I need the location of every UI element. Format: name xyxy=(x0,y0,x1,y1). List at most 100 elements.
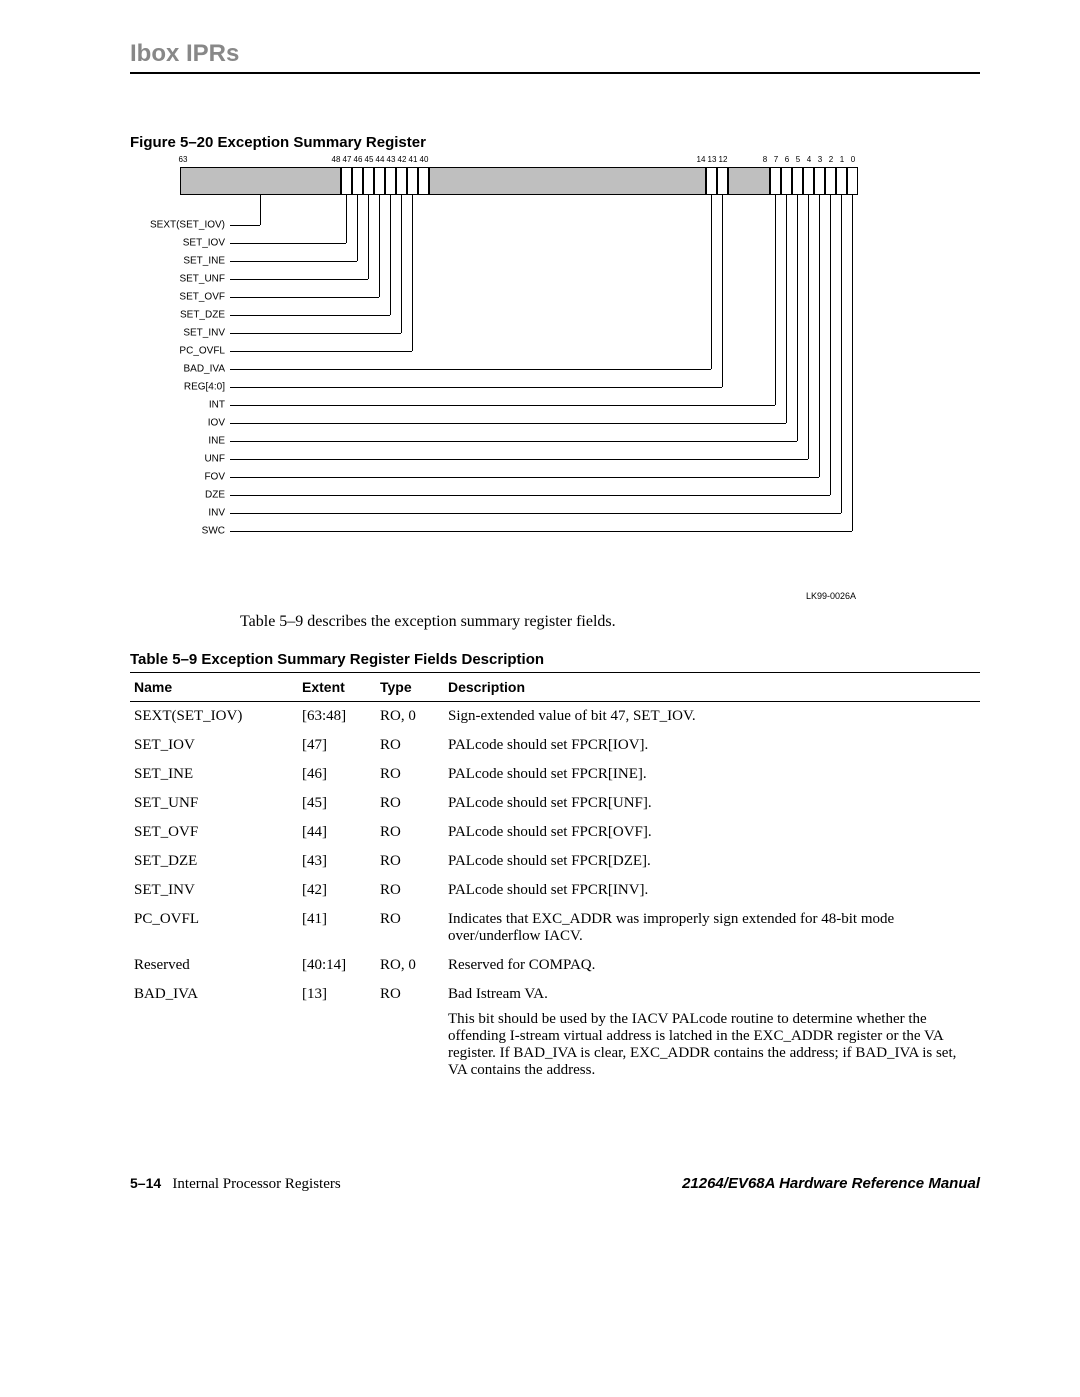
bit-number: 1 xyxy=(840,155,844,164)
field-label: DZE xyxy=(135,490,225,501)
table-row: SET_INE[46]ROPALcode should set FPCR[INE… xyxy=(130,760,980,789)
bit-box xyxy=(418,167,429,195)
cell-type: RO, 0 xyxy=(376,951,444,980)
bit-number: 5 xyxy=(796,155,800,164)
bit-number: 2 xyxy=(829,155,833,164)
cell-desc: PALcode should set FPCR[DZE]. xyxy=(444,847,980,876)
cell-desc: Bad Istream VA.This bit should be used b… xyxy=(444,980,980,1085)
bit-box xyxy=(781,167,792,195)
field-label: INV xyxy=(135,508,225,519)
th-desc: Description xyxy=(444,673,980,702)
connector-line xyxy=(230,513,841,514)
field-label: REG[4:0] xyxy=(135,382,225,393)
connector-line xyxy=(230,225,260,226)
cell-type: RO xyxy=(376,731,444,760)
bit-box xyxy=(728,167,770,195)
bit-number: 41 xyxy=(409,155,418,164)
table-row: PC_OVFL[41]ROIndicates that EXC_ADDR was… xyxy=(130,905,980,951)
bit-number: 0 xyxy=(851,155,855,164)
connector-line xyxy=(819,195,820,477)
cell-name: SET_DZE xyxy=(130,847,298,876)
field-label: BAD_IVA xyxy=(135,364,225,375)
connector-line xyxy=(230,261,357,262)
bit-box xyxy=(352,167,363,195)
connector-line xyxy=(357,195,358,261)
bit-number: 6 xyxy=(785,155,789,164)
cell-name: SET_INV xyxy=(130,876,298,905)
cell-extent: [40:14] xyxy=(298,951,376,980)
connector-line xyxy=(230,423,786,424)
table-row: BAD_IVA[13]ROBad Istream VA.This bit sho… xyxy=(130,980,980,1085)
bit-number: 48 xyxy=(332,155,341,164)
connector-line xyxy=(230,459,808,460)
cell-type: RO xyxy=(376,789,444,818)
bit-number: 4 xyxy=(807,155,811,164)
bit-number: 45 xyxy=(365,155,374,164)
cell-desc: Reserved for COMPAQ. xyxy=(444,951,980,980)
field-label: INT xyxy=(135,400,225,411)
cell-name: SET_UNF xyxy=(130,789,298,818)
connector-line xyxy=(775,195,776,405)
connector-line xyxy=(786,195,787,423)
bit-box xyxy=(341,167,352,195)
table-title: Table 5–9 Exception Summary Register Fie… xyxy=(130,651,980,668)
cell-desc: Sign-extended value of bit 47, SET_IOV. xyxy=(444,702,980,732)
figure-ref: LK99-0026A xyxy=(806,591,856,601)
cell-desc: PALcode should set FPCR[UNF]. xyxy=(444,789,980,818)
footer-right-text: 21264/EV68A Hardware Reference Manual xyxy=(682,1175,980,1193)
cell-extent: [44] xyxy=(298,818,376,847)
field-label: SET_OVF xyxy=(135,292,225,303)
cell-name: Reserved xyxy=(130,951,298,980)
table-row: SEXT(SET_IOV)[63:48]RO, 0Sign-extended v… xyxy=(130,702,980,732)
connector-line xyxy=(830,195,831,495)
cell-name: BAD_IVA xyxy=(130,980,298,1085)
bit-box xyxy=(180,167,341,195)
connector-line xyxy=(379,195,380,297)
field-label: INE xyxy=(135,436,225,447)
bit-box xyxy=(836,167,847,195)
bit-box xyxy=(792,167,803,195)
connector-line xyxy=(401,195,402,333)
connector-line xyxy=(230,315,390,316)
bit-box xyxy=(770,167,781,195)
connector-line xyxy=(346,195,347,243)
bit-box xyxy=(847,167,858,195)
connector-line xyxy=(722,195,723,387)
connector-line xyxy=(230,387,722,388)
bit-number: 8 xyxy=(763,155,767,164)
cell-extent: [47] xyxy=(298,731,376,760)
connector-line xyxy=(841,195,842,513)
page-number: 5–14 xyxy=(130,1175,161,1191)
connector-line xyxy=(230,243,346,244)
bit-number: 40 xyxy=(420,155,429,164)
bit-box xyxy=(407,167,418,195)
connector-line xyxy=(412,195,413,351)
connector-line xyxy=(230,531,852,532)
section-header: Ibox IPRs xyxy=(130,40,980,74)
cell-type: RO xyxy=(376,818,444,847)
cell-name: SET_OVF xyxy=(130,818,298,847)
cell-name: SET_IOV xyxy=(130,731,298,760)
connector-line xyxy=(230,279,368,280)
connector-line xyxy=(230,477,819,478)
connector-line xyxy=(260,195,261,225)
table-row: Reserved[40:14]RO, 0Reserved for COMPAQ. xyxy=(130,951,980,980)
connector-line xyxy=(368,195,369,279)
table-row: SET_UNF[45]ROPALcode should set FPCR[UNF… xyxy=(130,789,980,818)
th-name: Name xyxy=(130,673,298,702)
cell-type: RO xyxy=(376,847,444,876)
cell-desc: PALcode should set FPCR[INV]. xyxy=(444,876,980,905)
fields-table: Name Extent Type Description SEXT(SET_IO… xyxy=(130,672,980,1085)
connector-line xyxy=(390,195,391,315)
cell-name: SEXT(SET_IOV) xyxy=(130,702,298,732)
cell-desc: PALcode should set FPCR[INE]. xyxy=(444,760,980,789)
cell-type: RO xyxy=(376,876,444,905)
bit-box xyxy=(385,167,396,195)
bit-number: 3 xyxy=(818,155,822,164)
bit-number: 42 xyxy=(398,155,407,164)
cell-type: RO, 0 xyxy=(376,702,444,732)
cell-desc: Indicates that EXC_ADDR was improperly s… xyxy=(444,905,980,951)
field-label: PC_OVFL xyxy=(135,346,225,357)
table-row: SET_OVF[44]ROPALcode should set FPCR[OVF… xyxy=(130,818,980,847)
table-row: SET_INV[42]ROPALcode should set FPCR[INV… xyxy=(130,876,980,905)
